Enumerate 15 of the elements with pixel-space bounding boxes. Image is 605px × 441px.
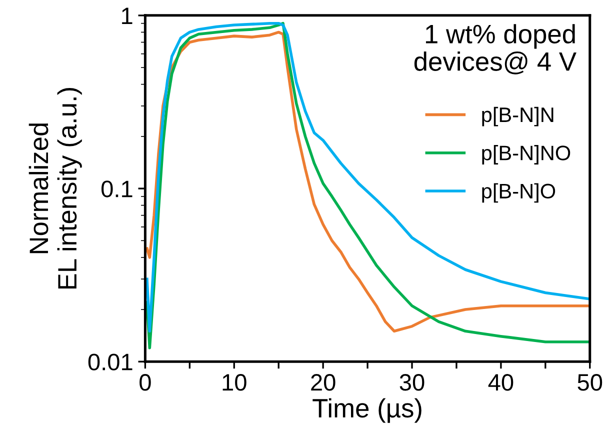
- x-tick-label: 30: [400, 374, 424, 391]
- y-axis-title: Normalized EL intensity (a.u.): [28, 88, 82, 289]
- x-tick-label: 10: [222, 374, 246, 391]
- x-tick-label: 40: [488, 374, 514, 391]
- x-tick-label: 0: [140, 374, 151, 391]
- legend-label: p[B-N]N: [482, 106, 554, 126]
- x-axis-title: Time (µs): [312, 398, 422, 423]
- x-tick-label: 20: [311, 374, 336, 391]
- x-tick-label: 50: [578, 374, 602, 391]
- legend-label: p[B-N]O: [482, 183, 556, 203]
- annotation: 1 wt% doped devices@ 4 V: [414, 24, 576, 74]
- y-tick-label: 0.01: [88, 354, 132, 370]
- y-tick-label: 0.1: [101, 180, 132, 198]
- y-tick-label: 1: [122, 8, 132, 24]
- legend-label: p[B-N]NO: [482, 145, 570, 164]
